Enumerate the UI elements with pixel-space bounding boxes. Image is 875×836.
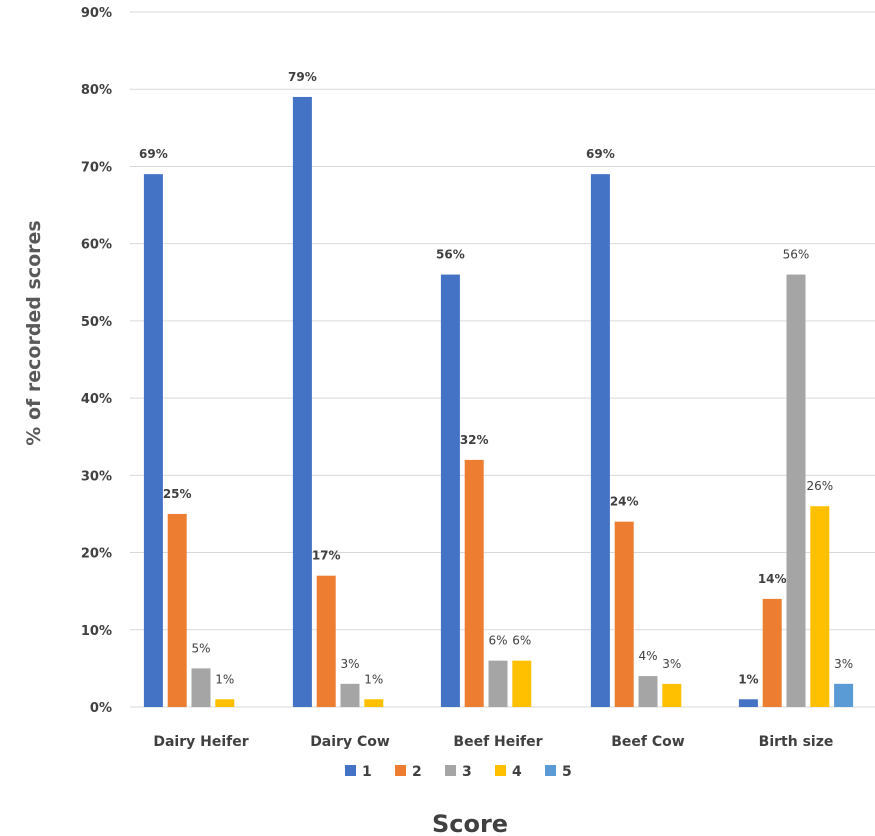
data-label: 3%: [662, 657, 681, 671]
x-axis-title: Score: [432, 810, 508, 836]
data-label: 56%: [783, 248, 810, 262]
data-labels: 69% 79% 56% 69% 1% 25% 17% 32% 24% 14% 5% 3% 6% 4% 56%…: [139, 70, 853, 686]
bar-beef-cow-score-4: [662, 683, 682, 707]
data-label: 1%: [364, 672, 383, 686]
bar-birth-size-score-4: [810, 506, 830, 707]
bar-beef-heifer-score-4: [512, 660, 532, 707]
legend-label: 2: [412, 764, 422, 780]
x-category-label: Birth size: [759, 734, 834, 750]
data-label: 24%: [610, 495, 639, 509]
bars: [143, 96, 854, 707]
y-tick-label: 30%: [81, 469, 112, 484]
y-tick-label: 80%: [81, 83, 112, 98]
data-label: 56%: [436, 248, 465, 262]
legend-swatch: [395, 765, 406, 776]
data-label: 32%: [460, 433, 489, 447]
y-tick-label: 60%: [81, 238, 112, 253]
gridlines: [130, 11, 875, 708]
y-tick-label: 40%: [81, 392, 112, 407]
bar-dairy-cow-score-3: [340, 683, 360, 707]
data-label: 26%: [806, 479, 833, 493]
data-label: 4%: [638, 649, 657, 663]
y-tick-label: 10%: [81, 624, 112, 639]
data-label: 17%: [312, 549, 341, 563]
legend-label: 5: [562, 764, 572, 780]
data-label: 1%: [215, 672, 234, 686]
x-category-label: Beef Heifer: [453, 734, 542, 750]
data-label: 69%: [586, 147, 615, 161]
legend-swatch: [545, 765, 556, 776]
bar-beef-cow-score-1: [590, 174, 610, 707]
bar-dairy-heifer-score-4: [215, 699, 235, 707]
bar-dairy-cow-score-2: [316, 575, 336, 707]
y-axis-title: % of recorded scores: [23, 220, 45, 445]
bar-beef-heifer-score-3: [488, 660, 508, 707]
bar-dairy-cow-score-4: [364, 699, 384, 707]
data-label: 6%: [488, 634, 507, 648]
y-axis-ticks: 0% 10% 20% 30% 40% 50% 60% 70% 80% 90%: [81, 6, 112, 716]
data-label: 1%: [738, 672, 758, 686]
data-label: 6%: [512, 634, 531, 648]
x-category-label: Dairy Cow: [310, 734, 390, 750]
legend-label: 4: [512, 764, 522, 780]
bar-beef-heifer-score-1: [440, 274, 460, 707]
bar-beef-heifer-score-2: [464, 459, 484, 707]
data-label: 3%: [834, 657, 853, 671]
legend-label: 3: [462, 764, 472, 780]
data-label: 14%: [758, 572, 787, 586]
bar-dairy-cow-score-1: [292, 96, 312, 707]
bar-dairy-heifer-score-2: [167, 513, 187, 707]
data-label: 69%: [139, 147, 168, 161]
bar-birth-size-score-1: [738, 699, 758, 707]
bar-dairy-heifer-score-1: [143, 174, 163, 707]
legend-swatch: [445, 765, 456, 776]
bar-beef-cow-score-2: [614, 521, 634, 707]
x-axis-categories: Dairy Heifer Dairy Cow Beef Heifer Beef Cow…: [153, 734, 833, 750]
y-tick-label: 70%: [81, 160, 112, 175]
x-category-label: Dairy Heifer: [153, 734, 248, 750]
bar-birth-size-score-2: [762, 598, 782, 707]
data-label: 5%: [191, 641, 210, 655]
legend-swatch: [345, 765, 356, 776]
y-tick-label: 20%: [81, 547, 112, 562]
y-tick-label: 0%: [90, 701, 112, 716]
bar-beef-cow-score-3: [638, 676, 658, 707]
data-label: 25%: [163, 487, 192, 501]
x-category-label: Beef Cow: [611, 734, 685, 750]
bar-birth-size-score-3: [786, 274, 806, 707]
bar-dairy-heifer-score-3: [191, 668, 211, 707]
legend: 1 2 3 4 5: [345, 764, 572, 780]
legend-swatch: [495, 765, 506, 776]
y-tick-label: 50%: [81, 315, 112, 330]
legend-label: 1: [362, 764, 372, 780]
data-label: 3%: [340, 657, 359, 671]
bar-birth-size-score-5: [834, 683, 854, 707]
y-tick-label: 90%: [81, 6, 112, 21]
data-label: 79%: [288, 70, 317, 84]
